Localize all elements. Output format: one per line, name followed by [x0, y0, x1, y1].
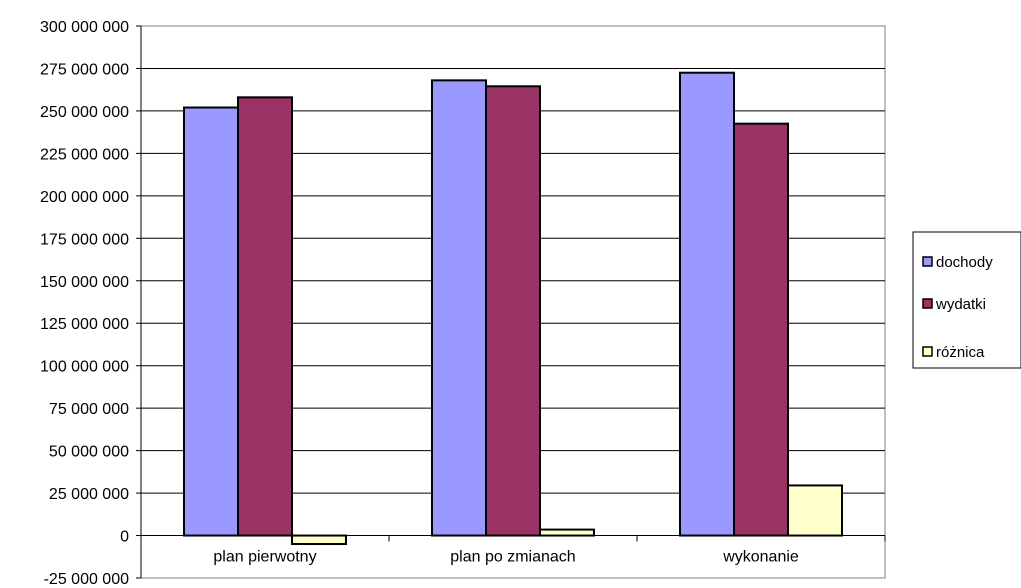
legend-label: dochody	[936, 254, 993, 271]
bar-wydatki	[237, 96, 293, 537]
axes	[140, 26, 886, 578]
y-tick-label: 275 000 000	[40, 61, 129, 78]
bar-wydatki	[733, 122, 789, 537]
x-category-label: plan pierwotny	[213, 549, 316, 566]
x-category-label: wykonanie	[722, 549, 799, 566]
bar-różnica	[539, 528, 595, 537]
bar-dochody	[679, 71, 735, 537]
y-tick-label: 0	[120, 529, 129, 546]
bar-dochody	[183, 106, 239, 537]
legend-label: wydatki	[935, 296, 986, 313]
legend-swatch-różnica	[922, 346, 933, 357]
x-category-label: plan po zmianach	[450, 549, 575, 566]
y-tick-label: 100 000 000	[40, 359, 129, 376]
y-tick-label: 250 000 000	[40, 104, 129, 121]
y-tick-label: 300 000 000	[40, 19, 129, 36]
legend-label: różnica	[936, 344, 985, 361]
y-tick-label: 25 000 000	[49, 486, 129, 503]
bar-różnica	[787, 484, 843, 537]
legend: dochody wydatki różnica	[912, 231, 1021, 369]
y-tick-label: 150 000 000	[40, 274, 129, 291]
bars	[183, 71, 843, 546]
legend-swatch-wydatki	[922, 298, 933, 309]
y-tick-label: 200 000 000	[40, 189, 129, 206]
y-axis-tick-labels: -25 000 000 0 25 000 000 50 000 000 75 000 0…	[40, 19, 141, 588]
y-tick-label: 75 000 000	[49, 401, 129, 418]
x-axis-category-labels: plan pierwotny plan po zmianach wykonanie	[213, 549, 798, 566]
bar-różnica	[291, 534, 347, 546]
y-tick-label: 175 000 000	[40, 231, 129, 248]
bar-wydatki	[485, 85, 541, 537]
legend-swatch-dochody	[922, 256, 933, 267]
y-tick-label: 225 000 000	[40, 146, 129, 163]
y-tick-label: 125 000 000	[40, 316, 129, 333]
y-tick-label: -25 000 000	[44, 571, 130, 588]
bar-dochody	[431, 79, 487, 537]
y-tick-label: 50 000 000	[49, 444, 129, 461]
